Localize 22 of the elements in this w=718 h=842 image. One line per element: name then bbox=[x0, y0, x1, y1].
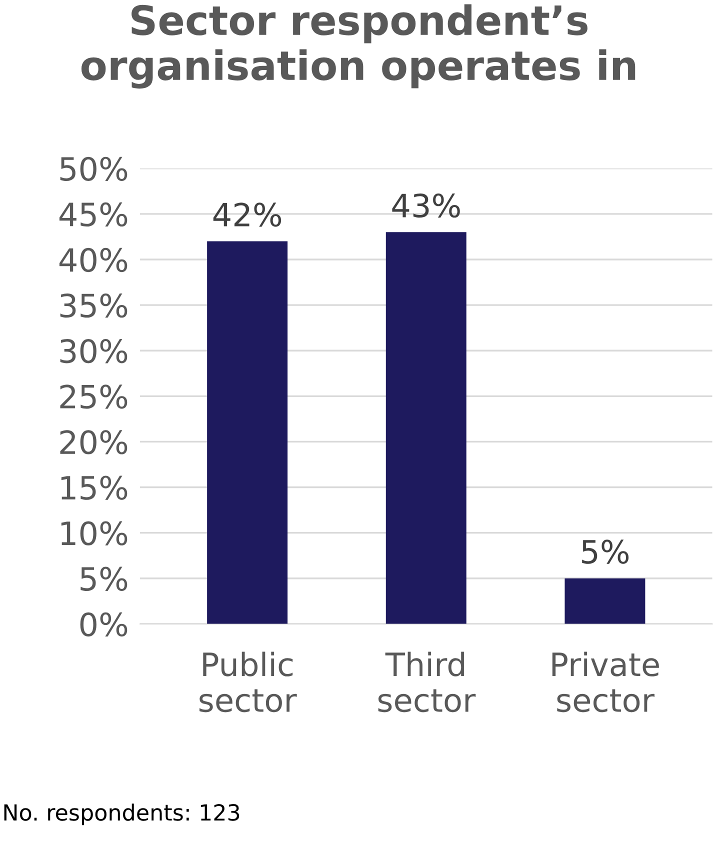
y-tick-label: 30% bbox=[60, 339, 128, 364]
y-tick-label: 50% bbox=[60, 156, 128, 181]
data-label: 42% bbox=[213, 202, 282, 227]
y-tick-label: 35% bbox=[60, 293, 128, 318]
text: No. respondents: 123 bbox=[4, 804, 240, 826]
x-tick-label: Third sector bbox=[378, 652, 476, 712]
y-tick-label: 5% bbox=[80, 566, 128, 591]
data-label: 43% bbox=[392, 193, 460, 218]
chart-title: Sector respondent’s organisation operates in bbox=[81, 4, 636, 89]
x-tick-label: Public sector bbox=[200, 652, 297, 712]
y-tick-label: 15% bbox=[61, 476, 128, 500]
x-tick-label: Private sector bbox=[552, 652, 659, 712]
y-tick-label: 45% bbox=[59, 202, 128, 227]
y-tick-label: 10% bbox=[61, 521, 128, 546]
y-tick-label: 25% bbox=[60, 384, 128, 409]
y-tick-label: 20% bbox=[60, 430, 128, 454]
y-tick-label: 0% bbox=[80, 612, 128, 637]
bar bbox=[207, 241, 288, 624]
bar bbox=[564, 578, 646, 624]
bar bbox=[386, 232, 466, 624]
data-label: 5% bbox=[582, 540, 629, 564]
y-tick-label: 40% bbox=[59, 248, 128, 272]
